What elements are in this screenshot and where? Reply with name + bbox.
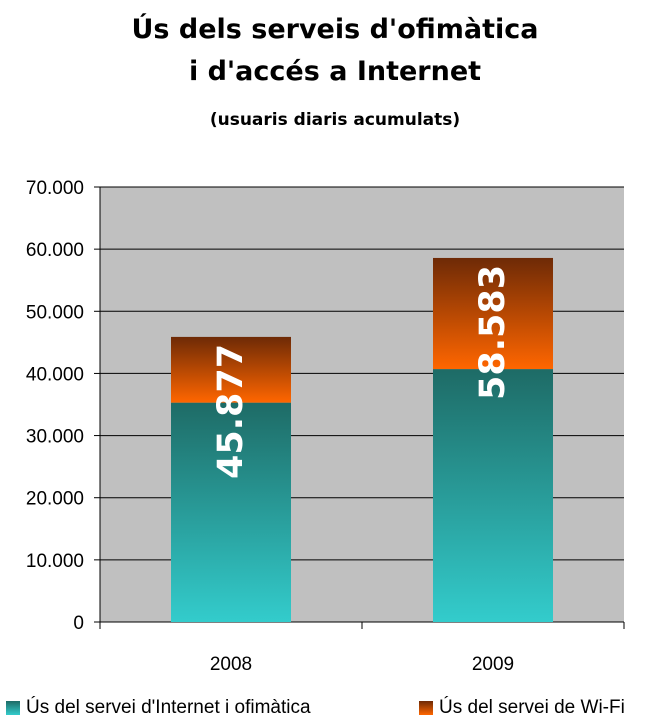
legend-item-wifi: Ús del servei de Wi-Fi xyxy=(419,697,625,719)
chart-subtitle: (usuaris diaris acumulats) xyxy=(209,110,461,130)
y-tick-label: 10.000 xyxy=(26,551,84,572)
data-label-total-2009: 58.583 xyxy=(473,265,513,400)
y-tick-label: 0 xyxy=(73,613,84,634)
bar-internet-2009 xyxy=(433,369,553,622)
legend-label-internet: Ús del servei d'Internet i ofimàtica xyxy=(26,697,311,718)
y-tick-label: 40.000 xyxy=(26,364,84,385)
legend-swatch-wifi xyxy=(419,701,433,715)
y-tick-label: 20.000 xyxy=(26,489,84,510)
y-tick-label: 30.000 xyxy=(26,427,84,448)
stacked-bar-chart: 0 10.000 20.000 30.000 40.000 50.000 60.000 70.… xyxy=(26,178,625,675)
chart-legend: Ús del servei d'Internet i ofimàtica Ús … xyxy=(0,697,670,723)
chart-title-line2: i d'accés a Internet xyxy=(188,56,482,87)
bar-internet-2008 xyxy=(171,402,291,622)
legend-item-internet: Ús del servei d'Internet i ofimàtica xyxy=(6,697,311,719)
y-tick-label: 50.000 xyxy=(26,302,84,323)
y-tick-label: 70.000 xyxy=(26,178,84,199)
chart-title: Ús dels serveis d'ofimàtica xyxy=(131,14,539,45)
legend-swatch-internet xyxy=(6,701,20,715)
y-tick-label: 60.000 xyxy=(26,240,84,261)
data-label-total-2008: 45.877 xyxy=(211,344,251,479)
bar-wifi-2009 xyxy=(433,257,553,370)
bar-wifi-2008 xyxy=(171,336,291,403)
legend-label-wifi: Ús del servei de Wi-Fi xyxy=(439,697,625,718)
x-tick-label: 2008 xyxy=(210,654,252,675)
x-tick-label: 2009 xyxy=(472,654,514,675)
